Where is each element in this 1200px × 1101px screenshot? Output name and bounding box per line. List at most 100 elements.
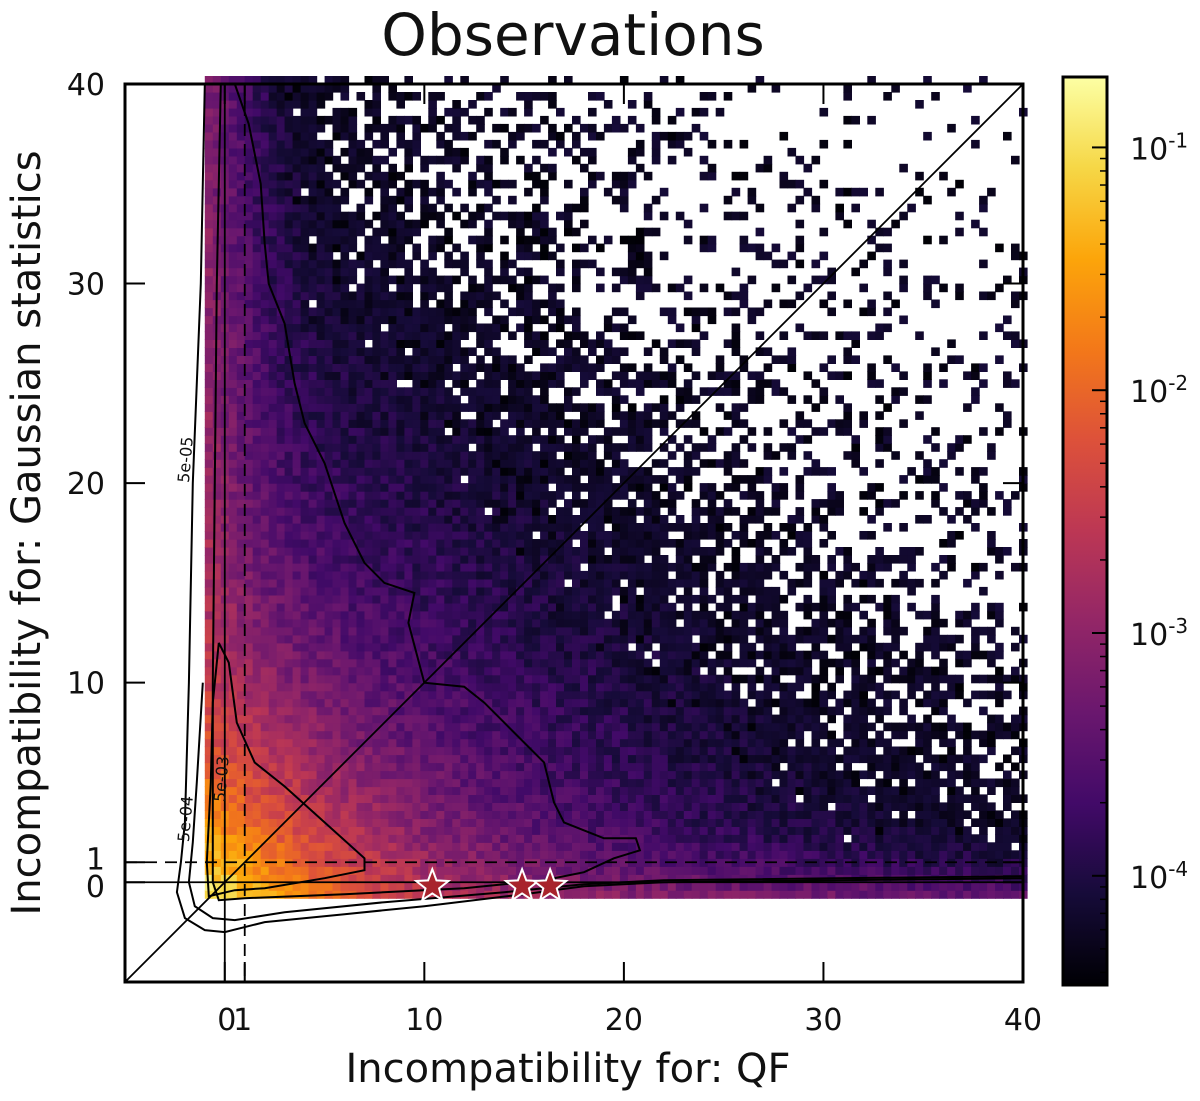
heatmap-cell — [484, 267, 493, 277]
heatmap-cell — [388, 650, 397, 660]
heatmap-cell — [404, 475, 413, 484]
heatmap-cell — [532, 658, 541, 668]
heatmap-cell — [452, 762, 461, 772]
heatmap-cell — [596, 650, 605, 660]
heatmap-cell — [596, 834, 605, 843]
heatmap-cell — [244, 562, 254, 572]
heatmap-cell — [452, 578, 461, 588]
heatmap-cell — [468, 618, 477, 628]
heatmap-cell — [244, 515, 254, 524]
heatmap-cell — [643, 586, 653, 596]
heatmap-cell — [588, 818, 597, 827]
heatmap-cell — [356, 315, 366, 325]
heatmap-cell — [564, 339, 573, 348]
heatmap-cell — [548, 307, 557, 317]
heatmap-cell — [404, 371, 413, 380]
heatmap-cell — [532, 123, 541, 133]
heatmap-cell — [508, 411, 517, 420]
heatmap-cell — [300, 331, 310, 340]
heatmap-cell — [228, 874, 238, 883]
heatmap-cell — [228, 467, 238, 476]
heatmap-cell — [500, 746, 509, 756]
heatmap-cell — [260, 714, 270, 724]
heatmap-cell — [619, 331, 629, 340]
heatmap-cell — [596, 403, 605, 412]
heatmap-cell — [428, 459, 437, 468]
heatmap-cell — [611, 882, 621, 891]
heatmap-cell — [268, 259, 278, 269]
heatmap-cell — [500, 802, 509, 811]
heatmap-cell — [476, 866, 485, 875]
heatmap-cell — [564, 610, 573, 620]
heatmap-cell — [492, 850, 501, 859]
heatmap-cell — [276, 92, 286, 101]
heatmap-cell — [580, 243, 589, 253]
heatmap-cell — [212, 618, 222, 628]
heatmap-cell — [564, 642, 573, 652]
heatmap-cell — [603, 842, 613, 851]
heatmap-cell — [252, 419, 262, 428]
heatmap-cell — [524, 794, 533, 803]
heatmap-cell — [436, 594, 445, 604]
heatmap-cell — [284, 395, 294, 404]
heatmap-cell — [252, 275, 262, 285]
heatmap-cell — [500, 443, 509, 452]
heatmap-cell — [484, 650, 493, 660]
heatmap-cell — [627, 586, 637, 596]
heatmap-cell — [596, 754, 605, 764]
heatmap-cell — [524, 219, 533, 229]
heatmap-cell — [619, 171, 629, 181]
heatmap-cell — [548, 570, 557, 580]
heatmap-cell — [228, 187, 238, 197]
heatmap-cell — [564, 618, 573, 628]
heatmap-cell — [332, 283, 342, 293]
heatmap-cell — [388, 491, 397, 500]
heatmap-cell — [420, 874, 429, 883]
heatmap-cell — [611, 610, 621, 620]
heatmap-cell — [252, 515, 262, 524]
heatmap-cell — [300, 618, 310, 628]
heatmap-cell — [651, 714, 661, 724]
heatmap-cell — [564, 331, 573, 340]
heatmap-cell — [236, 227, 246, 237]
heatmap-cell — [308, 179, 318, 189]
heatmap-cell — [228, 562, 238, 572]
heatmap-cell — [316, 459, 326, 468]
heatmap-cell — [356, 634, 366, 644]
heatmap-cell — [428, 387, 437, 396]
heatmap-cell — [228, 523, 238, 532]
heatmap-cell — [492, 139, 501, 149]
heatmap-cell — [428, 547, 437, 556]
heatmap-cell — [244, 842, 254, 851]
heatmap-cell — [300, 682, 310, 692]
heatmap-cell — [460, 555, 469, 564]
heatmap-cell — [340, 283, 350, 293]
heatmap-cell — [428, 123, 437, 133]
heatmap-cell — [340, 682, 350, 692]
heatmap-cell — [212, 610, 222, 620]
heatmap-cell — [484, 419, 493, 428]
heatmap-cell — [436, 235, 445, 245]
heatmap-cell — [508, 467, 517, 476]
heatmap-cell — [260, 84, 270, 93]
heatmap-cell — [412, 690, 421, 700]
heatmap-cell — [204, 187, 214, 197]
heatmap-cell — [404, 195, 413, 205]
heatmap-cell — [396, 395, 405, 404]
heatmap-cell — [532, 666, 541, 676]
heatmap-cell — [643, 874, 653, 883]
heatmap-cell — [460, 858, 469, 867]
heatmap-cell — [619, 523, 629, 532]
heatmap-cell — [228, 307, 238, 317]
heatmap-cell — [332, 826, 342, 835]
heatmap-cell — [268, 562, 278, 572]
heatmap-cell — [244, 139, 254, 149]
heatmap-cell — [340, 491, 350, 500]
heatmap-cell — [396, 770, 405, 780]
heatmap-cell — [540, 698, 549, 708]
heatmap-cell — [452, 754, 461, 764]
heatmap-cell — [524, 435, 533, 444]
heatmap-cell — [268, 363, 278, 372]
heatmap-cell — [596, 690, 605, 700]
heatmap-cell — [276, 858, 286, 867]
